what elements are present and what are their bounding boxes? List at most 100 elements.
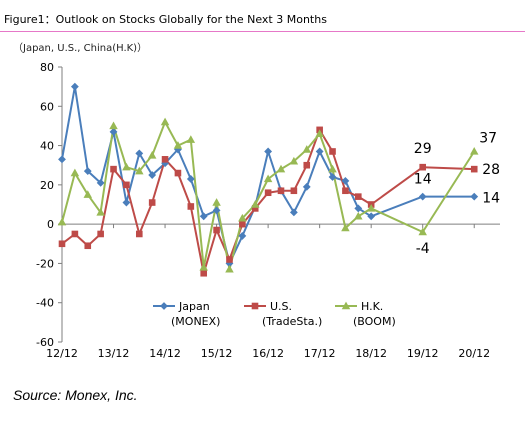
- legend-sublabel-japan: (MONEX): [171, 315, 220, 328]
- data-point-japan: [289, 208, 298, 217]
- data-point-hk: [238, 213, 247, 222]
- data-point-us: [200, 269, 208, 277]
- data-label: -4: [416, 241, 430, 257]
- data-point-hk: [302, 145, 312, 153]
- data-point-hk: [328, 164, 337, 173]
- data-point-hk: [173, 141, 183, 149]
- data-point-japan: [122, 198, 131, 207]
- x-tick-label: 16/12: [252, 347, 284, 360]
- data-point-hk: [225, 264, 234, 273]
- legend-marker-hk: [341, 301, 351, 310]
- data-point-us: [277, 187, 285, 195]
- data-point-us: [71, 230, 79, 238]
- data-label: 14: [414, 172, 432, 188]
- data-point-hk: [469, 147, 479, 155]
- data-point-us: [239, 220, 246, 228]
- data-point-japan: [83, 167, 92, 176]
- data-point-hk: [186, 135, 196, 143]
- data-point-japan: [58, 155, 66, 164]
- data-label: 28: [482, 162, 500, 178]
- data-point-japan: [367, 212, 376, 221]
- source-note: Source: Monex, Inc.: [13, 387, 138, 403]
- legend-label-hk: H.K.: [361, 300, 383, 313]
- legend-label-japan: Japan: [178, 300, 210, 313]
- y-tick-label: -40: [36, 297, 54, 310]
- data-point-hk: [341, 223, 350, 232]
- data-point-hk: [276, 164, 286, 173]
- data-point-us: [354, 193, 362, 200]
- data-labels: 29 14 -4 37 28 14: [414, 130, 500, 257]
- data-point-us: [342, 187, 349, 195]
- data-point-japan: [135, 149, 144, 158]
- data-point-hk: [263, 174, 273, 183]
- data-point-hk: [199, 262, 208, 271]
- data-point-hk: [289, 156, 299, 165]
- data-point-japan: [148, 171, 157, 179]
- data-point-japan: [302, 182, 311, 191]
- data-point-japan: [315, 147, 324, 156]
- data-point-us: [303, 161, 311, 169]
- data-point-hk: [354, 211, 363, 220]
- legend-label-us: U.S.: [270, 300, 292, 313]
- x-tick-label: 14/12: [149, 347, 181, 360]
- data-label: 37: [479, 130, 497, 146]
- data-point-hk: [212, 198, 221, 206]
- series-markers: [57, 82, 479, 277]
- data-point-us: [174, 169, 182, 177]
- data-point-us: [329, 148, 336, 155]
- data-point-japan: [341, 177, 350, 185]
- data-point-hk: [250, 200, 260, 208]
- data-point-japan: [328, 173, 337, 181]
- data-label: 14: [482, 191, 500, 207]
- data-point-us: [110, 165, 117, 173]
- data-point-us: [187, 203, 195, 210]
- data-point-us: [148, 199, 156, 206]
- legend-sublabel-us: (TradeSta.): [262, 315, 322, 328]
- legend: Japan (MONEX) U.S. (TradeSta.) H.K. (BOOM): [153, 300, 396, 328]
- data-point-hk: [315, 129, 324, 138]
- y-tick-label: -20: [36, 257, 54, 270]
- data-point-hk: [122, 162, 131, 171]
- data-point-japan: [186, 175, 195, 183]
- data-point-us: [264, 189, 272, 197]
- data-point-us: [97, 230, 104, 238]
- x-tick-label: 13/12: [98, 347, 130, 360]
- figure-title: Figure1：Outlook on Stocks Globally for t…: [4, 13, 327, 26]
- x-tick-label: 17/12: [304, 347, 336, 360]
- x-tick-label: 19/12: [407, 347, 439, 360]
- y-tick-label: 20: [40, 179, 54, 192]
- data-point-us: [213, 226, 220, 234]
- legend-marker-japan: [160, 302, 168, 310]
- data-point-japan: [70, 82, 79, 91]
- data-point-hk: [109, 121, 118, 130]
- data-point-hk: [57, 217, 67, 226]
- x-tick-label: 12/12: [46, 347, 78, 360]
- y-tick-label: 60: [40, 100, 54, 113]
- data-point-japan: [264, 147, 273, 156]
- data-point-hk: [366, 203, 376, 212]
- data-point-japan: [354, 204, 363, 213]
- y-tick-label: -60: [36, 336, 54, 349]
- title-divider: [0, 31, 525, 32]
- data-point-us: [419, 163, 427, 171]
- data-point-japan: [96, 178, 105, 187]
- data-point-us: [58, 240, 66, 248]
- data-point-japan: [199, 212, 208, 221]
- chart-subtitle: （Japan, U.S., China(H.K)）: [13, 43, 148, 54]
- data-point-us: [135, 230, 143, 238]
- data-point-japan: [212, 206, 221, 215]
- data-point-hk: [147, 150, 157, 159]
- data-point-us: [470, 165, 478, 173]
- data-point-us: [84, 242, 92, 250]
- data-point-hk: [70, 168, 80, 177]
- data-point-us: [123, 181, 130, 189]
- data-point-hk: [83, 190, 93, 198]
- data-point-hk: [160, 117, 170, 126]
- tick-labels: -60 -40 -20 0 20 40 60 80 12/12 13/12 14/12 15/12 16…: [36, 61, 490, 360]
- data-point-us: [161, 156, 169, 163]
- y-tick-label: 0: [47, 218, 54, 231]
- data-label: 29: [414, 141, 432, 157]
- data-point-us: [290, 187, 298, 195]
- legend-sublabel-hk: (BOOM): [353, 315, 396, 328]
- data-point-hk: [96, 207, 105, 216]
